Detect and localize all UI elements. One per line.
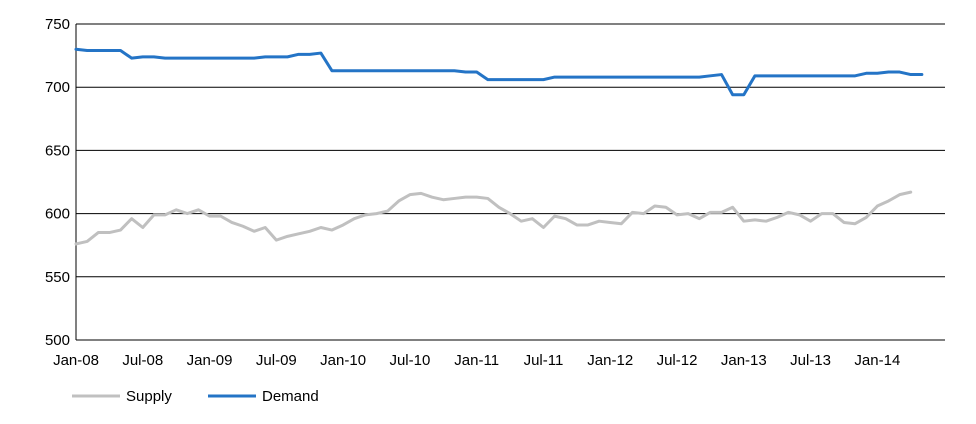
x-tick-label: Jan-11 [454,352,499,369]
legend-label-demand: Demand [262,388,319,405]
x-tick-label: Jul-08 [122,352,163,369]
series-line-supply [74,190,913,246]
x-axis: Jan-08 Jul-08 Jan-09 Jul-09 Jan-10 Jul-10 Jan-… [53,352,900,369]
gridlines [76,23,945,341]
legend-label-supply: Supply [126,388,172,405]
series-line-demand [74,47,924,97]
x-tick-label: Jan-10 [320,352,366,369]
legend: Supply Demand [72,388,319,405]
y-axis: 500 550 600 650 700 750 [45,16,77,349]
x-tick-label: Jan-13 [721,352,767,369]
x-tick-label: Jul-12 [657,352,698,369]
x-tick-label: Jul-09 [256,352,297,369]
y-tick-label: 650 [45,142,70,159]
x-tick-label: Jan-12 [587,352,633,369]
x-tick-label: Jan-14 [854,352,900,369]
y-tick-label: 550 [45,269,70,286]
series-lines [74,47,924,246]
y-tick-label: 600 [45,206,70,223]
y-tick-label: 700 [45,79,70,96]
x-tick-label: Jan-09 [187,352,233,369]
x-tick-label: Jul-11 [524,352,564,369]
x-tick-label: Jan-08 [53,352,99,369]
y-tick-label: 750 [45,16,70,33]
y-tick-label: 500 [45,332,70,349]
x-tick-label: Jul-10 [389,352,430,369]
x-tick-label: Jul-13 [790,352,831,369]
